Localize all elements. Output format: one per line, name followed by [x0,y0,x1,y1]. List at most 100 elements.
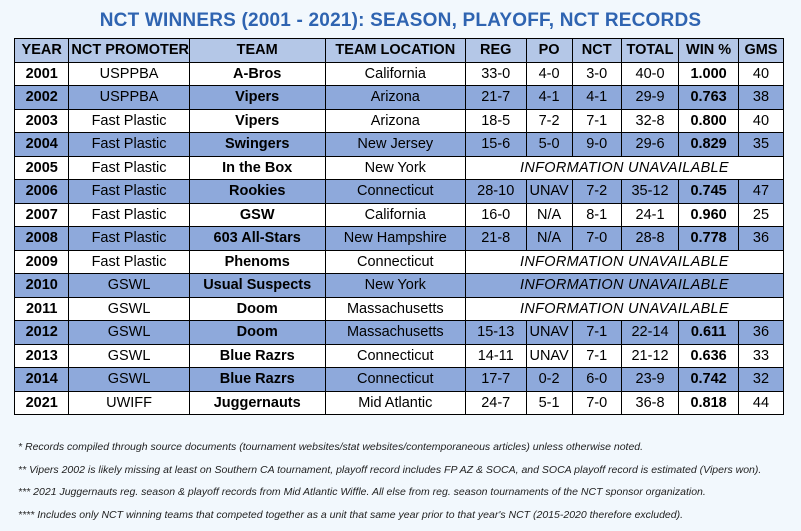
cell-year: 2009 [13,249,70,274]
cell-information-unavailable: INFORMATION UNAVAILABLE [464,296,785,321]
cell-promoter: USPPBA [68,85,190,110]
cell-team: Rookies [188,179,326,204]
table-row: 2006 Fast Plastic Rookies Connecticut 28-10 U… [13,179,785,204]
cell-gms: 38 [737,85,785,110]
column-header-reg: REG [464,38,527,63]
cell-promoter: Fast Plastic [68,108,190,133]
cell-win-pct: 0.742 [678,367,739,392]
cell-team: Vipers [188,108,326,133]
column-header-team: TEAM [188,38,326,63]
cell-total: 35-12 [620,179,680,204]
cell-team: Blue Razrs [188,343,326,368]
cell-reg: 17-7 [464,367,527,392]
cell-po: N/A [525,226,573,251]
footnote: *** 2021 Juggernauts reg. season & playo… [18,486,706,498]
cell-win-pct: 0.778 [678,226,739,251]
cell-year: 2003 [13,108,70,133]
cell-year: 2021 [13,390,70,415]
cell-nct: 8-1 [571,202,622,227]
cell-nct: 7-2 [571,179,622,204]
cell-nct: 7-1 [571,108,622,133]
cell-year: 2002 [13,85,70,110]
cell-nct: 4-1 [571,85,622,110]
cell-year: 2004 [13,132,70,157]
cell-promoter: Fast Plastic [68,249,190,274]
cell-location: Connecticut [324,343,466,368]
cell-win-pct: 0.960 [678,202,739,227]
cell-year: 2010 [13,273,70,298]
column-header-year: YEAR [13,38,70,63]
cell-team: Juggernauts [188,390,326,415]
table-row: 2013 GSWL Blue Razrs Connecticut 14-11 UNAV 7-… [13,343,785,368]
cell-nct: 7-1 [571,343,622,368]
cell-reg: 18-5 [464,108,527,133]
cell-location: New Jersey [324,132,466,157]
cell-total: 32-8 [620,108,680,133]
cell-team: Usual Suspects [188,273,326,298]
table-row: 2002 USPPBA Vipers Arizona 21-7 4-1 4-1 29-9 0.7… [13,85,785,110]
cell-team: Swingers [188,132,326,157]
cell-location: New Hampshire [324,226,466,251]
cell-promoter: UWIFF [68,390,190,415]
cell-promoter: Fast Plastic [68,226,190,251]
column-header-win-pct: WIN % [678,38,739,63]
cell-promoter: USPPBA [68,61,190,86]
cell-location: Connecticut [324,179,466,204]
column-header-gms: GMS [737,38,785,63]
cell-location: New York [324,273,466,298]
table-row: 2001 USPPBA A-Bros California 33-0 4-0 3-0 40-0… [13,61,785,86]
cell-reg: 21-7 [464,85,527,110]
cell-gms: 36 [737,320,785,345]
table-row: 2021 UWIFF Juggernauts Mid Atlantic 24-7 5-1 7… [13,390,785,415]
column-header-total: TOTAL [620,38,680,63]
cell-po: 4-0 [525,61,573,86]
cell-gms: 32 [737,367,785,392]
cell-promoter: Fast Plastic [68,179,190,204]
cell-total: 28-8 [620,226,680,251]
cell-gms: 40 [737,108,785,133]
cell-location: Mid Atlantic [324,390,466,415]
cell-reg: 16-0 [464,202,527,227]
cell-promoter: Fast Plastic [68,202,190,227]
cell-total: 24-1 [620,202,680,227]
cell-promoter: GSWL [68,273,190,298]
cell-reg: 14-11 [464,343,527,368]
cell-nct: 7-0 [571,226,622,251]
table-row: 2008 Fast Plastic 603 All-Stars New Hampshi… [13,226,785,251]
page-title: NCT WINNERS (2001 - 2021): SEASON, PLAYO… [99,10,702,31]
cell-gms: 44 [737,390,785,415]
cell-win-pct: 0.745 [678,179,739,204]
table-row: 2004 Fast Plastic Swingers New Jersey 15-6 5-… [13,132,785,157]
footnote: ** Vipers 2002 is likely missing at leas… [18,463,762,476]
cell-po: UNAV [525,179,573,204]
cell-nct: 9-0 [571,132,622,157]
cell-team: 603 All-Stars [188,226,326,251]
cell-location: California [324,202,466,227]
cell-total: 21-12 [620,343,680,368]
cell-location: Arizona [324,85,466,110]
cell-information-unavailable: INFORMATION UNAVAILABLE [464,249,785,274]
cell-total: 22-14 [620,320,680,345]
cell-gms: 36 [737,226,785,251]
cell-location: Arizona [324,108,466,133]
table-row: 2005 Fast Plastic In the Box New York INFORM… [13,155,785,180]
cell-promoter: Fast Plastic [68,155,190,180]
cell-po: UNAV [525,320,573,345]
cell-total: 29-6 [620,132,680,157]
table-row: 2009 Fast Plastic Phenoms Connecticut INFORM… [13,249,785,274]
cell-promoter: GSWL [68,296,190,321]
cell-promoter: GSWL [68,367,190,392]
cell-promoter: Fast Plastic [68,132,190,157]
cell-team: Vipers [188,85,326,110]
table-row: 2012 GSWL Doom Massachusetts 15-13 UNAV 7-1 22-… [13,320,785,345]
table-row: 2014 GSWL Blue Razrs Connecticut 17-7 0-2 6-0 2… [13,367,785,392]
cell-po: 4-1 [525,85,573,110]
cell-nct: 7-1 [571,320,622,345]
cell-reg: 15-13 [464,320,527,345]
column-header-location: TEAM LOCATION [324,38,466,63]
cell-win-pct: 0.829 [678,132,739,157]
cell-year: 2013 [13,343,70,368]
cell-team: Blue Razrs [188,367,326,392]
cell-year: 2012 [13,320,70,345]
cell-nct: 3-0 [571,61,622,86]
